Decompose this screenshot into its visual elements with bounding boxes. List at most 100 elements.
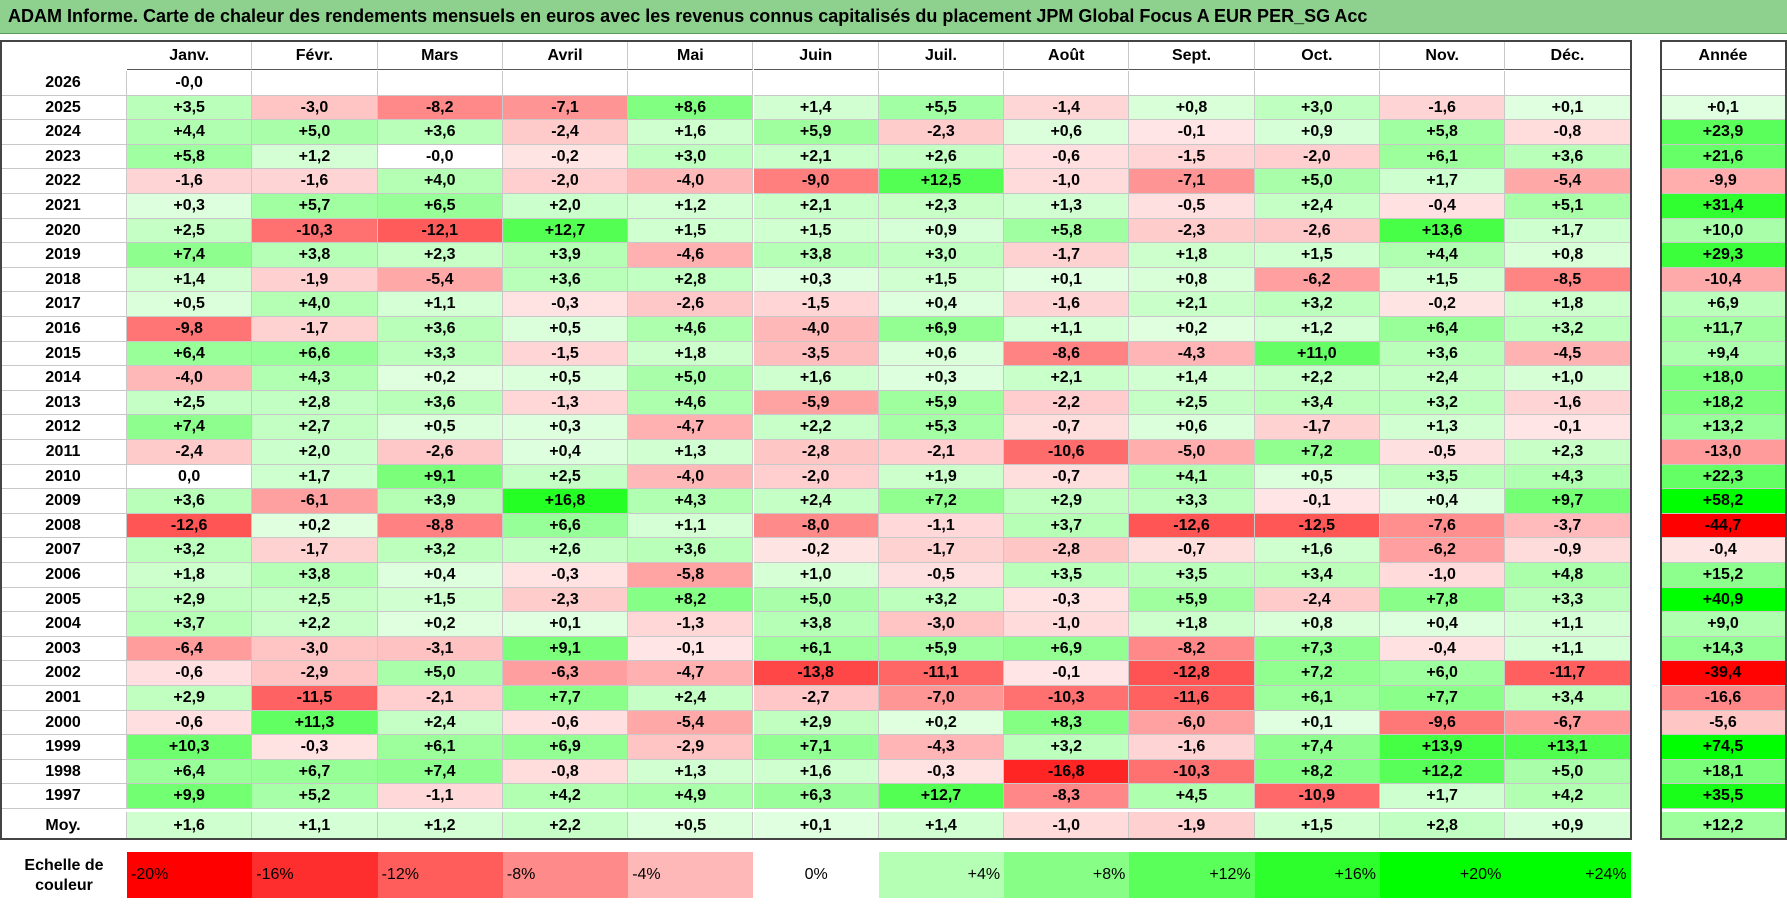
heatmap-cell: -11,6 — [1129, 686, 1255, 711]
heatmap-cell: +5,0 — [1505, 759, 1631, 785]
annual-cell: -13,0 — [1660, 440, 1787, 465]
heatmap-cell — [628, 71, 754, 96]
heatmap-cell: +0,2 — [377, 612, 503, 637]
heatmap-cell: +3,5 — [1004, 563, 1130, 588]
heatmap-cell: +3,6 — [502, 267, 629, 293]
average-cell: +2,2 — [502, 812, 629, 840]
heatmap-cell: +2,7 — [252, 415, 378, 440]
heatmap-cell: +1,1 — [628, 513, 754, 539]
annual-cell: +22,3 — [1660, 464, 1787, 490]
heatmap-cell: +2,2 — [753, 415, 879, 440]
heatmap-cell: +3,8 — [753, 243, 879, 268]
heatmap-cell: +3,3 — [1129, 489, 1255, 514]
heatmap-cell: +4,9 — [628, 784, 754, 809]
heatmap-cell: -0,1 — [1254, 489, 1380, 514]
heatmap-cell: -0,7 — [1129, 538, 1255, 563]
heatmap-cell: +6,1 — [753, 636, 879, 662]
heatmap-cell: +2,0 — [502, 194, 629, 219]
heatmap-cell: +1,3 — [1004, 194, 1130, 219]
legend-label: Echelle de couleur — [24, 857, 104, 894]
year-label: 2024 — [0, 120, 127, 145]
annual-cell: +74,5 — [1660, 735, 1787, 760]
month-header: Juil. — [878, 40, 1005, 70]
heatmap-cell: +8,6 — [628, 95, 754, 121]
legend-swatch: +16% — [1254, 852, 1380, 898]
heatmap-cell: -0,3 — [502, 292, 629, 317]
heatmap-cell: +1,2 — [252, 144, 378, 170]
heatmap-cell: -2,6 — [377, 440, 503, 465]
year-label: 2026 — [0, 71, 127, 96]
heatmap-cell: +6,1 — [1380, 144, 1506, 170]
year-label: 2018 — [0, 267, 127, 293]
heatmap-cell: +1,1 — [1505, 612, 1631, 637]
heatmap-cell: -0,1 — [1004, 661, 1130, 686]
heatmap-cell: +3,2 — [127, 538, 253, 563]
annual-cell: -16,6 — [1660, 686, 1787, 711]
year-label: 2022 — [0, 169, 127, 194]
heatmap-cell: -0,2 — [753, 538, 879, 563]
heatmap-cell: +1,7 — [252, 464, 378, 490]
legend-swatch: +20% — [1380, 852, 1506, 898]
heatmap-cell: +3,6 — [1380, 341, 1506, 367]
heatmap-cell: +2,4 — [753, 489, 879, 514]
heatmap-cell: +7,7 — [502, 686, 629, 711]
heatmap-cell: -7,6 — [1380, 513, 1506, 539]
heatmap-cell: +3,2 — [1380, 390, 1506, 416]
heatmap-cell: +3,6 — [1505, 144, 1631, 170]
year-label: 2006 — [0, 563, 127, 588]
legend-swatch: +12% — [1129, 852, 1255, 898]
heatmap-cell: -3,5 — [753, 341, 879, 367]
annual-cell: +9,0 — [1660, 612, 1787, 637]
heatmap-cell: -12,8 — [1129, 661, 1255, 686]
heatmap-cell: +3,5 — [1129, 563, 1255, 588]
heatmap-cell: -0,5 — [1380, 440, 1506, 465]
heatmap-cell: +2,5 — [1129, 390, 1255, 416]
heatmap-cell: +6,6 — [252, 341, 378, 367]
heatmap-cell: +4,4 — [1380, 243, 1506, 268]
heatmap-cell: -12,6 — [1129, 513, 1255, 539]
heatmap-cell: -4,3 — [1129, 341, 1255, 367]
heatmap-cell: +0,4 — [1380, 612, 1506, 637]
year-label: 2001 — [0, 686, 127, 711]
heatmap-cell: +0,5 — [377, 415, 503, 440]
heatmap-cell: -2,6 — [1254, 218, 1380, 244]
month-header: Mai — [628, 40, 754, 70]
heatmap-cell: +2,1 — [1004, 366, 1130, 391]
average-cell: +1,6 — [127, 812, 253, 840]
heatmap-cell: +2,4 — [1380, 366, 1506, 391]
heatmap-cell: -11,7 — [1505, 661, 1631, 686]
year-label: 2014 — [0, 366, 127, 391]
heatmap-cell: +1,5 — [878, 267, 1005, 293]
heatmap-cell: -2,4 — [127, 440, 253, 465]
heatmap-cell: +6,9 — [878, 317, 1005, 342]
heatmap-cell: +2,5 — [252, 587, 378, 613]
heatmap-cell: -0,0 — [377, 144, 503, 170]
month-header: Janv. — [127, 40, 253, 70]
heatmap-cell: -6,7 — [1505, 710, 1631, 736]
heatmap-cell: -4,6 — [628, 243, 754, 268]
heatmap-cell: +0,2 — [252, 513, 378, 539]
heatmap-cell: -1,6 — [1004, 292, 1130, 317]
heatmap-cell: +12,7 — [878, 784, 1005, 809]
heatmap-cell: -2,0 — [753, 464, 879, 490]
heatmap-cell: -1,1 — [878, 513, 1005, 539]
heatmap-cell: +2,9 — [753, 710, 879, 736]
heatmap-cell: -2,7 — [753, 686, 879, 711]
heatmap-cell: +0,4 — [377, 563, 503, 588]
heatmap-cell: +4,2 — [1505, 784, 1631, 809]
annual-cell: +10,0 — [1660, 218, 1787, 244]
heatmap-cell: +1,0 — [1505, 366, 1631, 391]
heatmap-cell: -0,2 — [1380, 292, 1506, 317]
heatmap-cell: -8,8 — [377, 513, 503, 539]
heatmap-cell — [878, 71, 1005, 96]
year-label: 2008 — [0, 513, 127, 539]
heatmap-cell: +0,5 — [1254, 464, 1380, 490]
heatmap-cell: +0,8 — [1129, 95, 1255, 121]
heatmap-cell: -11,1 — [878, 661, 1005, 686]
heatmap-cell: -3,0 — [878, 612, 1005, 637]
heatmap-cell: +2,9 — [127, 587, 253, 613]
heatmap-cell: +6,7 — [252, 759, 378, 785]
year-label: 2021 — [0, 194, 127, 219]
legend-swatch: -12% — [377, 852, 503, 898]
